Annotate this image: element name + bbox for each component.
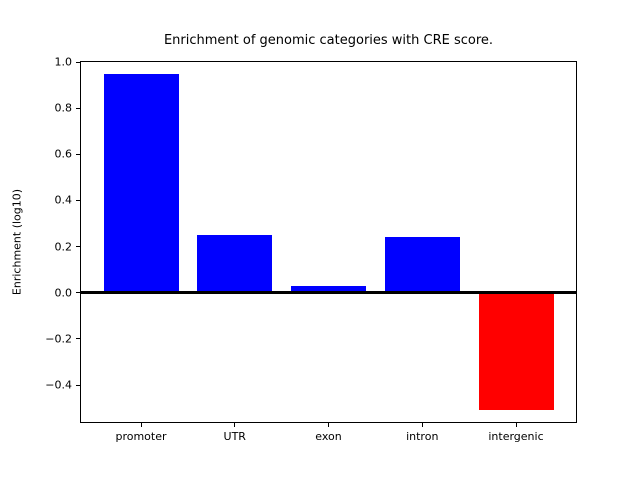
- x-tick-label-promoter: promoter: [115, 430, 167, 443]
- y-tick-label: −0.2: [45, 332, 72, 346]
- x-tick-mark: [515, 423, 517, 427]
- bar-intron: [384, 237, 460, 293]
- y-tick-mark: [76, 246, 80, 248]
- y-tick-label: 0.4: [54, 193, 73, 207]
- zero-line: [81, 291, 576, 295]
- y-tick-label: 1.0: [54, 55, 73, 69]
- y-tick-label: 0.2: [54, 240, 73, 254]
- y-tick-mark: [76, 292, 80, 294]
- y-tick-mark: [76, 384, 80, 386]
- y-axis-label: Enrichment (log10): [10, 188, 24, 296]
- y-tick-label: 0.0: [54, 286, 73, 300]
- x-tick-label-exon: exon: [315, 430, 342, 443]
- bar-exon: [291, 285, 366, 293]
- y-tick-mark: [76, 107, 80, 109]
- y-tick-mark: [76, 338, 80, 340]
- chart-title: Enrichment of genomic categories with CR…: [163, 33, 494, 48]
- x-tick-label-UTR: UTR: [223, 430, 246, 443]
- x-tick-mark: [140, 423, 142, 427]
- y-tick-mark: [76, 199, 80, 201]
- y-tick-mark: [76, 153, 80, 155]
- plot-area: 1.0 0.8 0.6 0.4 0.2 0.0 −0.2 −0.4 promoter UTR exo…: [45, 57, 577, 442]
- x-tick-label-intergenic: intergenic: [488, 430, 544, 443]
- bar-intergenic: [478, 292, 554, 411]
- y-tick-label: 0.6: [54, 147, 73, 161]
- x-tick-mark: [328, 423, 329, 427]
- x-tick-mark: [421, 423, 423, 427]
- x-tick-label-intron: intron: [406, 430, 439, 443]
- y-tick-mark: [76, 61, 80, 63]
- bar-UTR: [197, 235, 273, 293]
- x-tick-mark: [234, 423, 236, 427]
- bar-promoter: [103, 73, 179, 293]
- y-tick-label: 0.8: [54, 101, 73, 115]
- y-tick-label: −0.4: [45, 378, 72, 392]
